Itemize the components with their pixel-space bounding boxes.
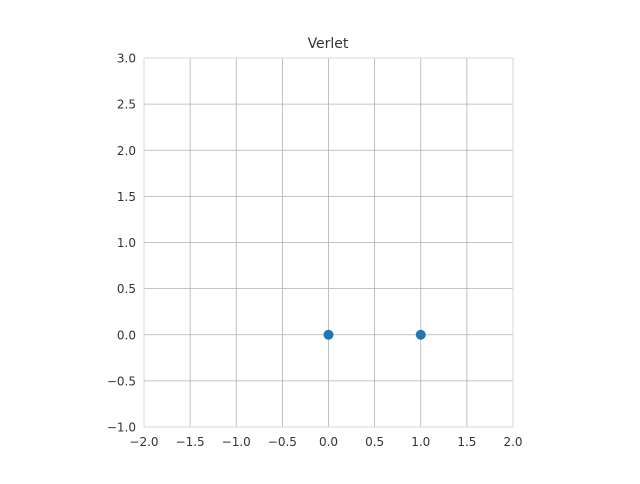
y-tick-label: 0.0 bbox=[117, 328, 136, 342]
y-tick-label: −1.0 bbox=[107, 421, 136, 435]
data-point bbox=[323, 329, 334, 340]
y-tick-label: 2.5 bbox=[117, 98, 136, 112]
x-tick-label: −0.5 bbox=[268, 435, 297, 449]
plot-frame bbox=[143, 57, 514, 428]
x-tick-label: 0.5 bbox=[365, 435, 384, 449]
y-tick-label: 2.0 bbox=[117, 144, 136, 158]
x-axis-ticks: −2.0 −1.5 −1.0 −0.5 0.0 0.5 1.0 1.5 2.0 bbox=[129, 435, 522, 449]
x-tick-label: 1.0 bbox=[411, 435, 430, 449]
y-tick-label: 1.0 bbox=[117, 236, 136, 250]
x-tick-label: −1.5 bbox=[176, 435, 205, 449]
x-tick-label: −2.0 bbox=[129, 435, 158, 449]
chart-title: Verlet bbox=[308, 36, 349, 52]
data-points bbox=[323, 329, 426, 340]
x-tick-label: 2.0 bbox=[503, 435, 522, 449]
y-tick-label: 1.5 bbox=[117, 190, 136, 204]
y-tick-label: 0.5 bbox=[117, 282, 136, 296]
data-point bbox=[415, 329, 426, 340]
grid bbox=[143, 57, 514, 428]
y-axis-ticks: −1.0 −0.5 0.0 0.5 1.0 1.5 2.0 2.5 3.0 bbox=[107, 52, 136, 435]
x-tick-label: 1.5 bbox=[457, 435, 476, 449]
x-tick-label: −1.0 bbox=[222, 435, 251, 449]
y-tick-label: −0.5 bbox=[107, 374, 136, 388]
y-tick-label: 3.0 bbox=[117, 52, 136, 66]
x-tick-label: 0.0 bbox=[319, 435, 338, 449]
